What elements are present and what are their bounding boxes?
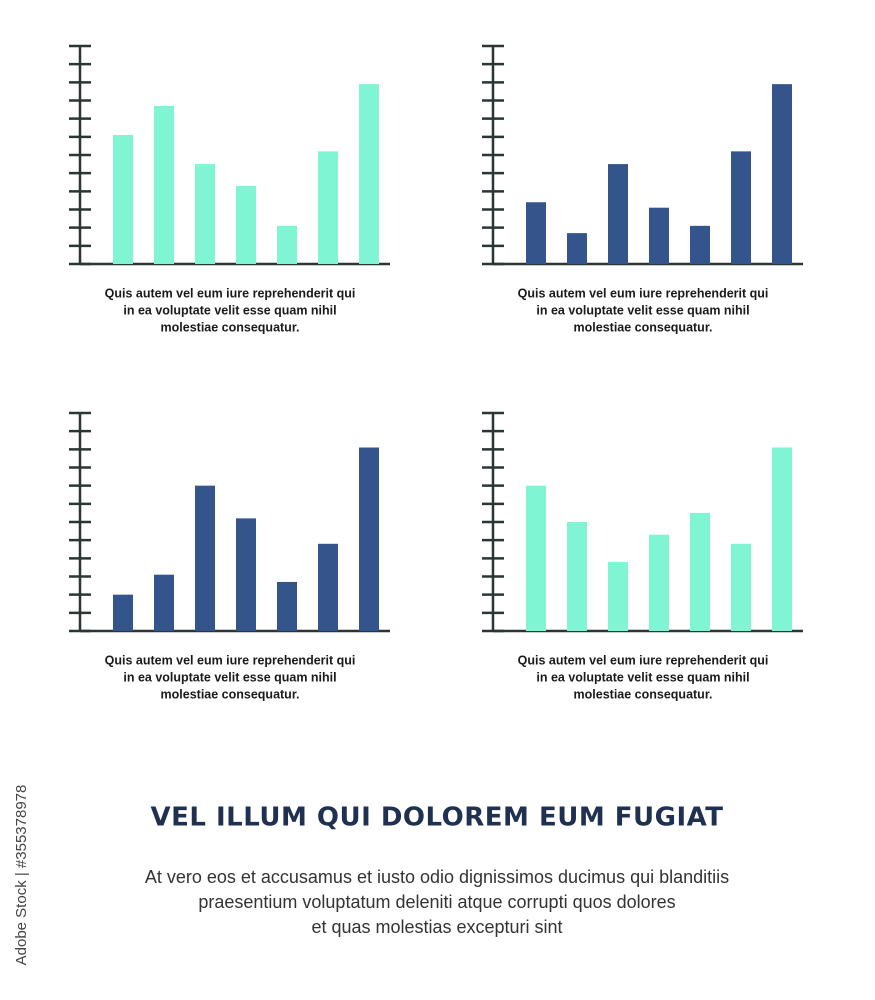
bar (113, 594, 133, 631)
bar (649, 534, 669, 631)
body-line: praesentium voluptatum deleniti atque co… (198, 892, 675, 912)
bar (195, 164, 215, 264)
caption-line: Quis autem vel eum iure reprehenderit qu… (518, 286, 769, 300)
bar (236, 185, 256, 264)
heading: VEL ILLUM QUI DOLOREM EUM FUGIAT (150, 803, 723, 833)
bar (154, 574, 174, 631)
bar (154, 105, 174, 264)
watermark: Adobe Stock | #355378978 (13, 785, 30, 966)
bar (690, 225, 710, 264)
bar (608, 164, 628, 264)
bar (772, 84, 792, 265)
bar (195, 485, 215, 631)
body-line: et quas molestias excepturi sint (311, 917, 562, 937)
caption-line: in ea voluptate velit esse quam nihil (123, 303, 336, 317)
bar (277, 581, 297, 631)
bar (649, 207, 669, 264)
bar (113, 135, 133, 264)
caption-line: Quis autem vel eum iure reprehenderit qu… (105, 286, 356, 300)
caption-line: molestiae consequatur. (161, 320, 300, 334)
bar (359, 84, 379, 265)
caption-line: in ea voluptate velit esse quam nihil (536, 670, 749, 684)
bar (277, 225, 297, 264)
bar (731, 151, 751, 264)
caption-line: molestiae consequatur. (574, 687, 713, 701)
bar (526, 485, 546, 631)
caption-line: molestiae consequatur. (574, 320, 713, 334)
caption-line: Quis autem vel eum iure reprehenderit qu… (518, 653, 769, 667)
body-line: At vero eos et accusamus et iusto odio d… (145, 867, 729, 887)
bar (318, 543, 338, 631)
bar (731, 543, 751, 631)
bar (567, 522, 587, 631)
bar (236, 518, 256, 631)
bar (690, 512, 710, 631)
caption-line: molestiae consequatur. (161, 687, 300, 701)
bar (526, 202, 546, 264)
bar (608, 561, 628, 631)
caption-line: Quis autem vel eum iure reprehenderit qu… (105, 653, 356, 667)
bar (318, 151, 338, 264)
bar (567, 233, 587, 264)
caption-line: in ea voluptate velit esse quam nihil (123, 670, 336, 684)
bar (359, 447, 379, 631)
bar (772, 447, 792, 631)
caption-line: in ea voluptate velit esse quam nihil (536, 303, 749, 317)
